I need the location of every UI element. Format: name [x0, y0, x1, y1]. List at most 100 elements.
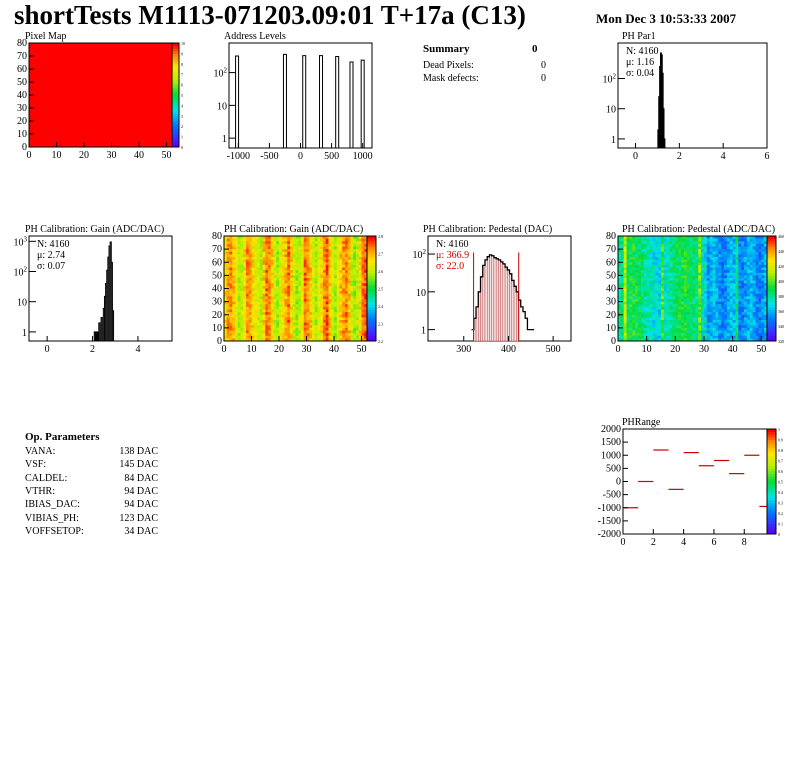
pedestal-map-cell	[643, 243, 648, 247]
gain-map-cell	[331, 301, 335, 305]
gain-map-cell	[350, 330, 354, 334]
pedestal-map-cell	[712, 335, 716, 339]
gain-map-cell	[226, 251, 230, 255]
gain-map-cell	[347, 312, 351, 316]
pedestal-map-cell	[652, 325, 656, 329]
pedestal-map-cell	[683, 312, 688, 316]
pedestal-map-cell	[721, 288, 725, 292]
gain-map-cell	[320, 254, 324, 258]
ph-par1-title: PH Par1	[622, 31, 656, 42]
pedestal-map-cell	[623, 333, 627, 337]
pedestal-map-cell	[755, 236, 759, 240]
pedestal-map-cell	[620, 238, 625, 242]
gain-map-cell	[248, 285, 252, 289]
pedestal-map-cell	[655, 246, 659, 250]
pedestal-map-cell	[744, 262, 748, 266]
pedestal-map-cell	[741, 306, 745, 310]
pedestal-map-cell	[695, 264, 699, 268]
pedestal-map-cell	[649, 280, 653, 284]
pedestal-map-cell	[746, 327, 751, 331]
gain-map-cell	[290, 338, 294, 342]
gain-map-cell	[314, 257, 318, 261]
pedestal-map-cell	[620, 301, 625, 305]
gain-map-cell	[268, 259, 272, 263]
pedestal-map-cell	[672, 291, 676, 295]
pedestal-map-cell	[640, 246, 645, 250]
pedestal-map-cell	[623, 270, 627, 274]
pedestal-map-cell	[652, 299, 656, 303]
pedestal-map-cell	[718, 301, 722, 305]
pedestal-map-cell	[701, 304, 705, 308]
pedestal-map-cell	[629, 275, 633, 279]
pedestal-map-cell	[658, 243, 662, 247]
gain-map-cell	[303, 335, 307, 339]
gain-map-cell	[270, 283, 274, 287]
pedestal-map-cell	[666, 320, 670, 324]
gain-map-cell	[317, 320, 321, 324]
pedestal-map-cell	[718, 262, 722, 266]
colorbar-cell	[767, 442, 776, 446]
pedestal-map-cell	[672, 254, 676, 258]
pedestal-map-cell	[663, 270, 668, 274]
pedestal-map-cell	[672, 293, 676, 297]
pedestal-map-cell	[758, 296, 762, 300]
colorbar-cell	[767, 515, 776, 519]
pedestal-map-cell	[623, 330, 627, 334]
y-tick-label: 30	[212, 297, 222, 308]
gain-map-cell	[284, 283, 288, 287]
gain-map-cell	[268, 264, 272, 268]
pedestal-map-cell	[681, 270, 685, 274]
gain-map-cell	[262, 296, 266, 300]
gain-map-cell	[334, 257, 338, 261]
gain-map-cell	[309, 335, 313, 339]
pedestal-map-cell	[681, 283, 685, 287]
pedestal-map-cell	[741, 338, 745, 342]
pedestal-map-cell	[741, 283, 745, 287]
gain-map-cell	[312, 278, 316, 282]
pedestal-map-cell	[741, 272, 745, 276]
colorbar-cell	[767, 312, 776, 316]
gain-map-cell	[254, 317, 258, 321]
gain-map-cell	[323, 254, 327, 258]
pedestal-map-cell	[706, 257, 711, 261]
gain-map-cell	[270, 330, 274, 334]
gain-map-cell	[270, 296, 274, 300]
gain-map-cell	[262, 299, 266, 303]
pedestal-map-cell	[712, 327, 716, 331]
pedestal-map-cell	[755, 291, 759, 295]
gain-map-cell	[317, 338, 321, 342]
pedestal-map-cell	[715, 257, 719, 261]
x-tick-label: 20	[79, 150, 89, 161]
pedestal-map-title: PH Calibration: Pedestal (ADC/DAC)	[622, 224, 776, 235]
pedestal-map-cell	[744, 249, 748, 253]
colorbar-cell	[367, 317, 376, 321]
gain-map-cell	[303, 267, 307, 271]
gain-map-cell	[270, 304, 274, 308]
gain-map-cell	[314, 314, 318, 318]
colorbar-cell	[367, 333, 376, 337]
gain-map-cell	[290, 251, 294, 255]
pedestal-map-cell	[724, 338, 728, 342]
pedestal-map-cell	[729, 254, 734, 258]
gain-map-cell	[342, 327, 346, 331]
pedestal-map-cell	[758, 246, 762, 250]
pedestal-map-cell	[709, 254, 713, 258]
pedestal-map-cell	[683, 288, 688, 292]
pedestal-map-cell	[686, 333, 691, 337]
pedestal-map-cell	[709, 251, 713, 255]
summary-title-value: 0	[532, 43, 538, 55]
gain-map-cell	[328, 246, 332, 250]
pedestal-map-cell	[643, 312, 648, 316]
gain-map-cell	[331, 322, 335, 326]
pedestal-map-cell	[640, 293, 645, 297]
pedestal-map-cell	[681, 296, 685, 300]
pedestal-map-cell	[683, 278, 688, 282]
gain-map-cell	[273, 254, 277, 258]
pedestal-map-cell	[746, 304, 751, 308]
gain-map-cell	[254, 309, 258, 313]
pedestal-map-cell	[640, 270, 645, 274]
gain-map-cell	[364, 296, 368, 300]
pedestal-map-cell	[632, 238, 636, 242]
gain-map-cell	[243, 314, 247, 318]
gain-map-cell	[229, 296, 233, 300]
